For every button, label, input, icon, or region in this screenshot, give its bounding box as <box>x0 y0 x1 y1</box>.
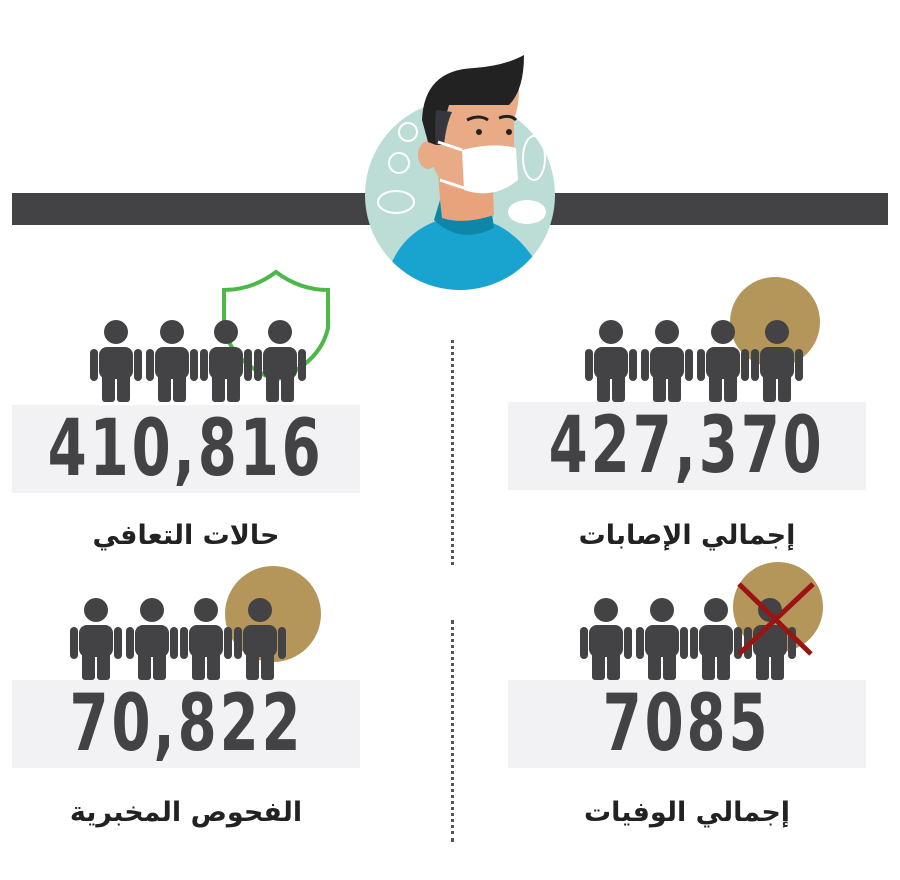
person-icon <box>254 320 306 402</box>
total-cases-label: إجمالي الإصابات <box>578 520 796 551</box>
deaths-box: 7085 <box>508 680 866 768</box>
person-icon <box>636 598 688 680</box>
cross-icon <box>737 582 815 656</box>
person-icon <box>146 320 198 402</box>
divider-bottom <box>451 620 454 842</box>
lab-tests-box: 70,822 <box>12 680 360 768</box>
person-icon <box>585 320 637 402</box>
person-icon <box>70 598 122 680</box>
person-icon <box>641 320 693 402</box>
person-icon <box>697 320 749 402</box>
deaths-value: 7085 <box>603 680 771 768</box>
people-icons <box>70 598 290 680</box>
person-icon <box>126 598 178 680</box>
people-icons <box>585 320 805 402</box>
recoveries-label: حالات التعافي <box>92 520 280 551</box>
person-icon <box>90 320 142 402</box>
people-icons <box>90 320 310 402</box>
person-icon <box>180 598 232 680</box>
recoveries-box: 410,816 <box>12 405 360 493</box>
divider-top <box>451 340 454 565</box>
total-cases-value: 427,370 <box>549 402 825 490</box>
masked-man-illustration <box>365 55 555 290</box>
lab-tests-value: 70,822 <box>68 680 303 768</box>
lab-tests-label: الفحوص المخبرية <box>69 797 303 828</box>
person-icon <box>580 598 632 680</box>
person-icon <box>751 320 803 402</box>
total-cases-box: 427,370 <box>508 402 866 490</box>
deaths-label: إجمالي الوفيات <box>583 797 791 828</box>
person-icon <box>200 320 252 402</box>
recoveries-value: 410,816 <box>48 405 324 493</box>
person-icon <box>234 598 286 680</box>
virus-icons <box>377 122 546 224</box>
